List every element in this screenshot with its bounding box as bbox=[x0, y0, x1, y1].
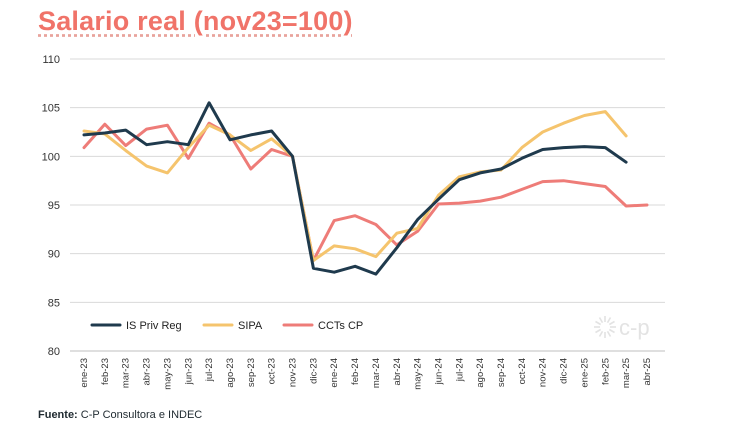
logo-sun-ray bbox=[608, 328, 615, 334]
series-lines bbox=[82, 101, 649, 276]
x-tick-label: nov-23 bbox=[288, 358, 299, 387]
y-tick-label: 80 bbox=[48, 346, 60, 358]
x-tick-label: jul-24 bbox=[454, 358, 465, 382]
logo-sun-ray bbox=[606, 330, 612, 337]
legend-label-ccts-cp: CCTs CP bbox=[318, 320, 363, 332]
logo-text: c-p bbox=[619, 315, 650, 340]
x-tick-label: jul-23 bbox=[204, 358, 215, 382]
x-tick-label: ene-25 bbox=[579, 358, 590, 388]
x-tick-label: ene-24 bbox=[329, 358, 340, 388]
x-tick-label: abr-24 bbox=[392, 358, 403, 385]
logo-sun-ray bbox=[598, 317, 604, 324]
legend-label-sipa: SIPA bbox=[238, 320, 263, 332]
x-tick-label: may-24 bbox=[413, 358, 424, 390]
x-tick-label: nov-24 bbox=[538, 358, 549, 387]
x-tick-label: jun-24 bbox=[433, 358, 444, 385]
source-text: C-P Consultora e INDEC bbox=[77, 409, 203, 421]
x-tick-label: mar-23 bbox=[121, 358, 132, 388]
watermark-logo: c-p bbox=[594, 315, 650, 340]
y-tick-label: 105 bbox=[42, 103, 60, 115]
x-tick-label: mar-24 bbox=[371, 358, 382, 388]
logo-sun-ray bbox=[595, 328, 602, 334]
x-tick-label: sep-23 bbox=[246, 358, 257, 387]
series-line-is-priv-reg bbox=[82, 101, 628, 276]
series-line-sipa bbox=[82, 110, 628, 262]
logo-sun-ray bbox=[595, 320, 602, 326]
logo-sun-ray bbox=[606, 317, 612, 324]
source-label: Fuente: bbox=[38, 409, 78, 421]
y-axis: 80 85 90 95 100 105 110 bbox=[42, 54, 60, 358]
logo-sun-ray bbox=[608, 320, 615, 326]
x-tick-label: abr-23 bbox=[142, 358, 153, 385]
x-tick-label: ago-24 bbox=[475, 358, 486, 388]
x-tick-label: may-23 bbox=[162, 358, 173, 390]
x-tick-label: feb-25 bbox=[600, 358, 611, 385]
x-tick-label: feb-23 bbox=[100, 358, 111, 385]
legend: IS Priv Reg SIPA CCTs CP bbox=[90, 320, 363, 332]
x-tick-label: mar-25 bbox=[621, 358, 632, 388]
x-tick-label: feb-24 bbox=[350, 358, 361, 385]
x-tick-label: oct-23 bbox=[267, 358, 278, 384]
x-tick-label: sep-24 bbox=[496, 358, 507, 387]
x-tick-label: jun-23 bbox=[183, 358, 194, 385]
grid bbox=[70, 58, 665, 352]
x-tick-label: dic-24 bbox=[559, 358, 570, 384]
chart-title: Salario real (nov23=100) bbox=[38, 6, 353, 36]
logo-sun-ray bbox=[598, 330, 604, 337]
y-tick-label: 90 bbox=[48, 249, 60, 261]
x-tick-label: oct-24 bbox=[517, 358, 528, 384]
y-tick-label: 95 bbox=[48, 200, 60, 212]
series-line-ccts-cp bbox=[82, 121, 649, 262]
x-tick-label: abr-25 bbox=[642, 358, 653, 385]
y-tick-label: 100 bbox=[42, 151, 60, 163]
y-tick-label: 85 bbox=[48, 297, 60, 309]
x-tick-label: ene-23 bbox=[79, 358, 90, 388]
legend-label-is-priv-reg: IS Priv Reg bbox=[126, 320, 182, 332]
x-tick-label: dic-23 bbox=[308, 358, 319, 384]
x-axis: ene-23 feb-23 mar-23 abr-23 may-23 jun-23 jul-… bbox=[79, 358, 653, 390]
source-note: Fuente: C-P Consultora e INDEC bbox=[38, 409, 202, 421]
x-tick-label: ago-23 bbox=[225, 358, 236, 388]
y-tick-label: 110 bbox=[42, 54, 60, 66]
